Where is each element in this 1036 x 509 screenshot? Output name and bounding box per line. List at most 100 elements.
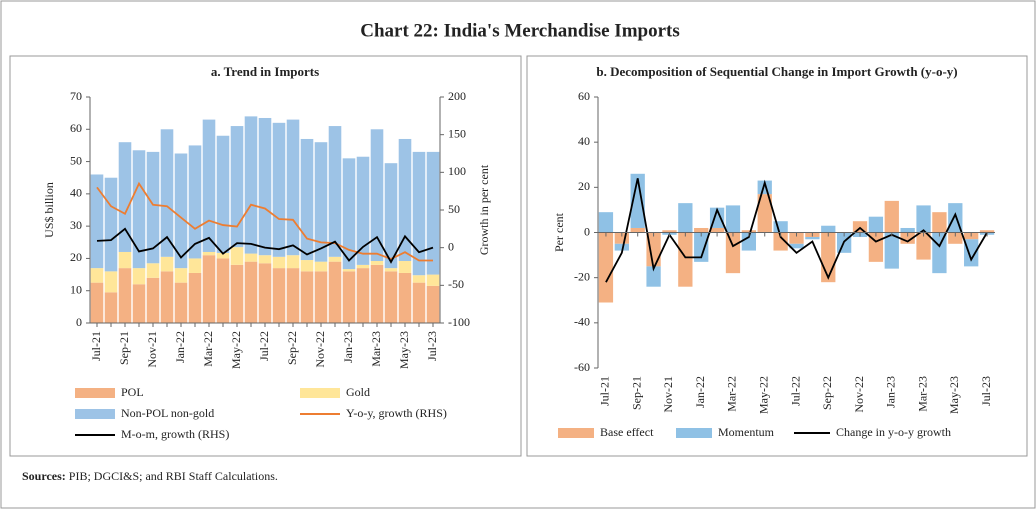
bar: [964, 239, 979, 267]
y2-tick-label: -100: [448, 315, 470, 329]
legend-key: [676, 428, 712, 438]
bar: [118, 251, 132, 269]
bar: [773, 232, 788, 251]
bar: [821, 232, 836, 283]
bar: [90, 174, 104, 269]
y-tick-label: 40: [578, 134, 590, 148]
bar: [160, 129, 174, 257]
bar: [216, 135, 230, 253]
bar: [384, 271, 398, 323]
bar: [90, 282, 104, 323]
bar: [244, 253, 258, 262]
bar: [932, 212, 947, 233]
y-tick-label: -20: [574, 269, 590, 283]
legend-key: [300, 388, 340, 398]
x-tick-label: Mar-22: [201, 331, 215, 367]
bar: [916, 232, 931, 260]
x-tick-label: Sep-22: [285, 331, 299, 365]
y-tick-label: 60: [578, 89, 590, 103]
bar: [662, 230, 677, 233]
bar: [188, 272, 202, 323]
y-tick-label: -40: [574, 315, 590, 329]
y2-tick-label: 150: [448, 126, 466, 140]
x-tick-label: Jul-23: [979, 376, 993, 406]
bar: [932, 232, 947, 274]
bar: [314, 271, 328, 323]
bar: [104, 292, 118, 323]
bar: [646, 232, 661, 267]
bar: [104, 271, 118, 293]
legend-label: M-o-m, growth (RHS): [121, 427, 229, 441]
bar: [146, 277, 160, 323]
x-tick-label: Nov-21: [661, 376, 675, 413]
bar: [216, 252, 230, 259]
bar: [104, 177, 118, 272]
y-tick-label: 20: [70, 250, 82, 264]
bar: [300, 260, 314, 272]
bar: [630, 173, 645, 228]
bar: [356, 268, 370, 323]
bar: [230, 264, 244, 323]
x-tick-label: Nov-22: [313, 331, 327, 368]
bar: [202, 251, 216, 256]
x-tick-label: Jul-23: [425, 331, 439, 361]
bar: [678, 232, 693, 287]
bar: [118, 268, 132, 323]
y-axis-title: Per cent: [552, 212, 566, 252]
bar: [900, 227, 915, 233]
source-label: Sources:: [22, 469, 66, 483]
bar: [300, 138, 314, 261]
bar: [286, 255, 300, 269]
bar: [398, 272, 412, 323]
bar: [868, 216, 884, 233]
source: Sources: PIB; DGCI&S; and RBI Staff Calc…: [22, 469, 278, 483]
y2-tick-label: 100: [448, 164, 466, 178]
bar: [258, 263, 272, 323]
x-tick-label: Jul-21: [598, 376, 612, 406]
x-tick-label: Jan-23: [884, 376, 898, 408]
bar: [132, 150, 146, 269]
legend-label: Gold: [346, 385, 370, 399]
bar: [384, 163, 398, 269]
legend-label: Non-POL non-gold: [121, 406, 214, 420]
x-tick-label: Mar-22: [725, 376, 739, 412]
legend-key: [75, 409, 115, 419]
bar: [258, 117, 272, 256]
bar: [979, 230, 995, 233]
bar: [160, 256, 174, 272]
bar: [789, 232, 804, 244]
x-tick-label: May-22: [756, 376, 770, 414]
line: [96, 181, 433, 262]
x-tick-label: Jan-22: [173, 331, 187, 363]
x-tick-label: Jul-21: [89, 331, 103, 361]
x-tick-label: May-23: [397, 331, 411, 369]
bar: [614, 243, 629, 251]
bar: [370, 261, 384, 265]
x-tick-label: Sep-22: [820, 376, 834, 410]
bar: [598, 232, 614, 303]
bar: [398, 138, 412, 262]
bar: [412, 275, 426, 283]
bar: [426, 151, 440, 275]
bar: [630, 227, 645, 233]
bar: [286, 119, 300, 256]
bar: [90, 268, 104, 283]
legend-label: POL: [121, 385, 144, 399]
y2-tick-label: 50: [448, 202, 460, 216]
bar: [412, 282, 426, 323]
bar: [174, 268, 188, 283]
bar: [614, 232, 629, 244]
bar: [821, 225, 836, 233]
bar: [202, 119, 216, 252]
bar: [342, 269, 356, 272]
bar: [342, 158, 356, 270]
x-tick-label: Jul-22: [257, 331, 271, 361]
legend-key: [75, 388, 115, 398]
bar: [244, 261, 258, 323]
bar: [741, 232, 757, 251]
y-tick-label: 10: [70, 282, 82, 296]
y-tick-label: 50: [70, 153, 82, 167]
bar: [900, 232, 915, 244]
y-tick-label: 60: [70, 121, 82, 135]
